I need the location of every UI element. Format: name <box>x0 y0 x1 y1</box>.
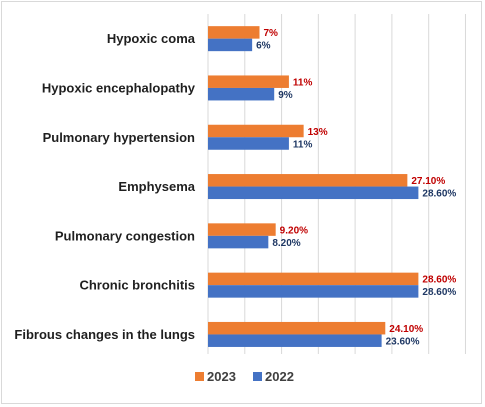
bar-2022 <box>208 137 289 150</box>
bars <box>208 26 419 347</box>
category-label: Pulmonary congestion <box>55 228 195 243</box>
data-label-2022: 8.20% <box>272 238 300 249</box>
data-label-2023: 11% <box>293 77 313 88</box>
data-label-2023: 24.10% <box>389 324 423 335</box>
category-label: Hypoxic encephalopathy <box>42 80 196 95</box>
bar-2022 <box>208 334 382 347</box>
data-label-2023: 7% <box>263 28 278 39</box>
category-label: Fibrous changes in the lungs <box>14 327 195 342</box>
data-label-2023: 9.20% <box>280 225 308 236</box>
category-label: Emphysema <box>118 179 195 194</box>
legend-swatch-2023 <box>195 372 204 381</box>
category-label: Chronic bronchitis <box>79 278 195 293</box>
bar-2023 <box>208 75 289 88</box>
data-label-2022: 23.60% <box>386 336 420 347</box>
data-label-2022: 11% <box>293 139 313 150</box>
legend: 2023 2022 <box>195 369 294 384</box>
data-label-2022: 28.60% <box>422 189 456 200</box>
data-label-2023: 13% <box>308 127 328 138</box>
labels: Hypoxic coma 7% 6% Hypoxic encephalopathy 11… <box>14 28 456 347</box>
bar-2022 <box>208 87 275 101</box>
bar-2022 <box>208 235 269 249</box>
bar-2023 <box>208 174 408 187</box>
bar-2023 <box>208 223 276 236</box>
legend-label-2023: 2023 <box>207 369 236 384</box>
data-label-2022: 9% <box>278 90 293 101</box>
bar-2022 <box>208 285 419 298</box>
bar-2023 <box>208 272 419 286</box>
data-label-2023: 28.60% <box>422 275 456 286</box>
legend-label-2022: 2022 <box>265 369 294 384</box>
bar-2023 <box>208 321 386 335</box>
bar-2023 <box>208 26 260 39</box>
category-label: Pulmonary hypertension <box>43 130 195 145</box>
bar-2022 <box>208 186 419 200</box>
data-label-2022: 28.60% <box>422 287 456 298</box>
data-label-2022: 6% <box>256 41 271 52</box>
bar-2023 <box>208 124 304 138</box>
bar-2022 <box>208 38 253 52</box>
category-label: Hypoxic coma <box>107 31 196 46</box>
data-label-2023: 27.10% <box>411 176 445 187</box>
legend-swatch-2022 <box>253 372 262 381</box>
